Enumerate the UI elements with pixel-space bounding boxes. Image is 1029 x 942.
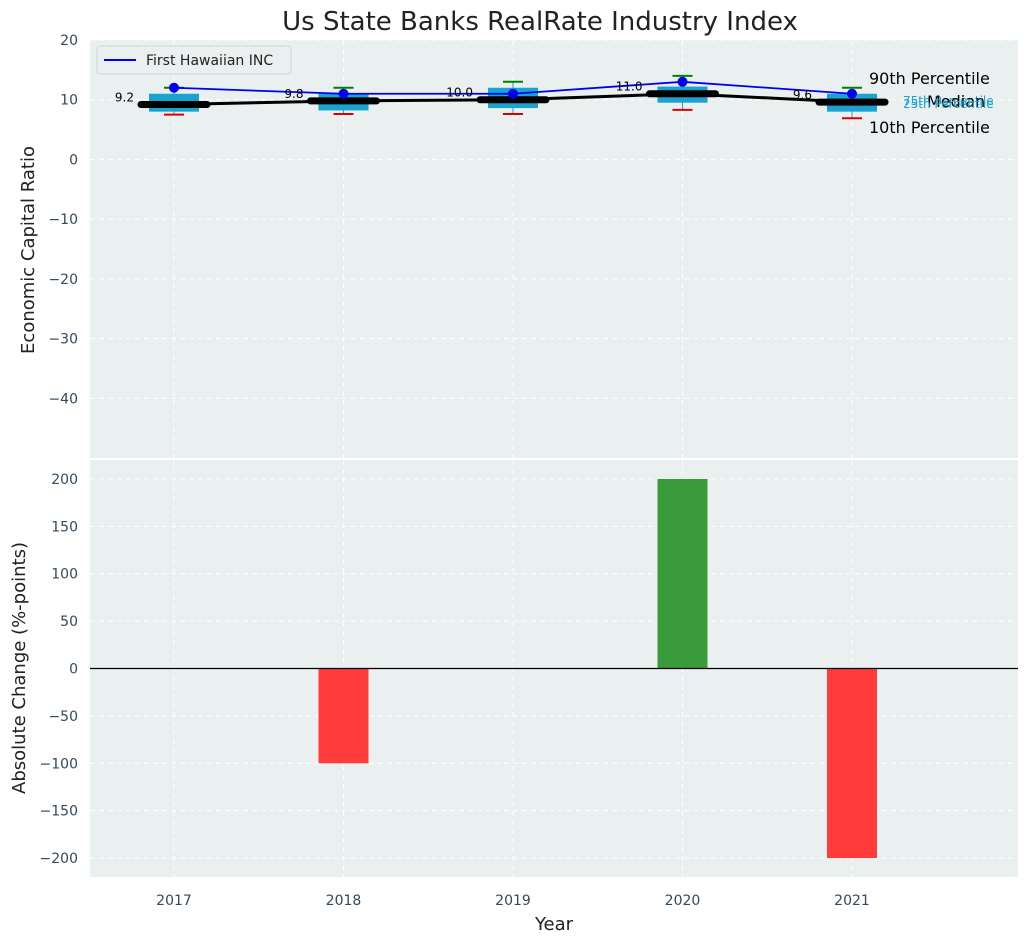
chart-title: Us State Banks RealRate Industry Index bbox=[282, 7, 798, 37]
median-value-label: 9.6 bbox=[793, 88, 812, 102]
series-point-first-hawaiian bbox=[677, 76, 688, 87]
bottom-y-tick-label: −150 bbox=[40, 804, 78, 820]
top-y-axis-label: Economic Capital Ratio bbox=[18, 146, 39, 354]
change-bar bbox=[827, 668, 877, 859]
bottom-panel: 200 150 100 50 0 −50 −100 −150 −200 2017 2018 2019… bbox=[9, 460, 1018, 935]
change-bar bbox=[318, 668, 369, 764]
median-value-label: 9.2 bbox=[115, 90, 134, 104]
top-y-tick-label: 20 bbox=[60, 33, 78, 49]
bottom-y-axis-label: Absolute Change (%-points) bbox=[9, 542, 30, 794]
top-y-tick-label: 10 bbox=[60, 93, 78, 109]
bottom-y-tick-label: −50 bbox=[48, 709, 78, 725]
legend: First Hawaiian INC bbox=[96, 45, 292, 75]
bottom-y-tick-label: 100 bbox=[51, 567, 78, 583]
median-annotation: Median bbox=[927, 92, 985, 111]
change-bar bbox=[657, 478, 708, 669]
x-tick-label: 2019 bbox=[495, 893, 531, 909]
bottom-y-tick-label: 0 bbox=[69, 662, 78, 678]
legend-label-first-hawaiian: First Hawaiian INC bbox=[146, 53, 273, 69]
series-point-first-hawaiian bbox=[508, 88, 518, 99]
median-value-label: 10.0 bbox=[446, 86, 473, 100]
x-tick-label: 2017 bbox=[156, 893, 192, 909]
legend-frame bbox=[96, 45, 292, 75]
top-panel: 20 10 0 −10 −20 −30 −40 9.2 9.8 10.0 11.0 9.6 90th… bbox=[18, 33, 1018, 458]
top-y-tick-label: −20 bbox=[48, 272, 78, 288]
x-tick-label: 2021 bbox=[834, 893, 870, 909]
series-point-first-hawaiian bbox=[847, 88, 857, 99]
bottom-y-tick-label: 50 bbox=[60, 614, 78, 630]
bottom-y-tick-label: 200 bbox=[51, 472, 78, 488]
p75-annotation: 75th Percentile bbox=[903, 94, 994, 108]
x-axis-label: Year bbox=[534, 914, 574, 935]
series-point-first-hawaiian bbox=[169, 82, 179, 93]
bottom-y-tick-label: 150 bbox=[51, 519, 78, 535]
top-y-tick-label: −10 bbox=[48, 212, 78, 228]
series-point-first-hawaiian bbox=[338, 88, 349, 99]
bottom-y-tick-label: −200 bbox=[40, 851, 78, 867]
bottom-y-tick-label: −100 bbox=[40, 756, 78, 772]
x-tick-label: 2018 bbox=[326, 893, 362, 909]
p10-annotation: 10th Percentile bbox=[869, 118, 990, 137]
p90-annotation: 90th Percentile bbox=[869, 69, 990, 88]
top-y-tick-label: 0 bbox=[69, 152, 78, 168]
median-value-label: 9.8 bbox=[284, 87, 303, 101]
median-value-label: 11.0 bbox=[616, 80, 643, 94]
median-trend-line bbox=[173, 92, 853, 106]
x-tick-label: 2020 bbox=[665, 893, 701, 909]
p25-annotation: 25th Percentile bbox=[903, 97, 994, 111]
top-y-tick-label: −30 bbox=[48, 332, 78, 348]
top-y-tick-label: −40 bbox=[48, 391, 78, 407]
